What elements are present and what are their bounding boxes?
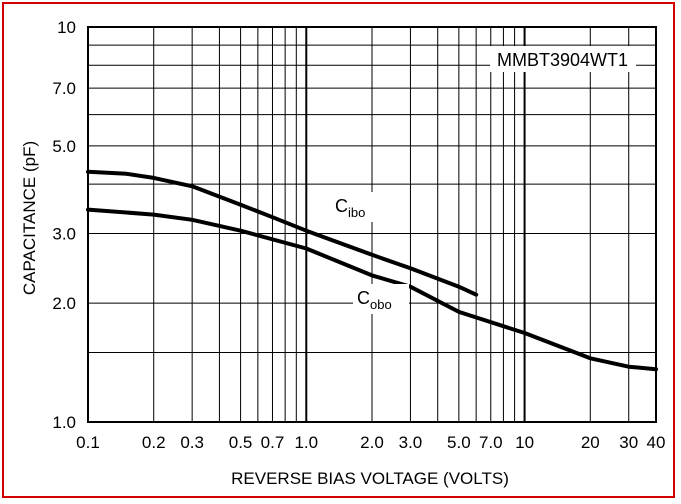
- x-tick-label-11: 20: [581, 433, 600, 452]
- x-tick-label-3: 0.5: [229, 433, 253, 452]
- x-tick-label-5: 1.0: [294, 433, 318, 452]
- annotation-background: [490, 46, 636, 72]
- x-tick-label-7: 3.0: [399, 433, 423, 452]
- x-tick-label-10: 10: [515, 433, 534, 452]
- x-tick-label-8: 5.0: [447, 433, 471, 452]
- y-axis-label: CAPACITANCE (pF): [20, 141, 39, 295]
- series-line-cobo: [86, 207, 658, 372]
- x-tick-label-6: 2.0: [360, 433, 384, 452]
- series-label-cobo: Cobo: [357, 288, 392, 312]
- series-line-cibo: [86, 169, 479, 297]
- x-tick-label-0: 0.1: [76, 433, 100, 452]
- y-tick-label-5: 10: [57, 18, 76, 37]
- series-label-bg-0: [331, 192, 387, 222]
- plot-area-border: [87, 26, 657, 423]
- x-axis-label: REVERSE BIAS VOLTAGE (VOLTS): [231, 469, 509, 488]
- x-tick-label-4: 0.7: [261, 433, 285, 452]
- y-tick-label-3: 5.0: [52, 137, 76, 156]
- y-tick-label-4: 7.0: [52, 79, 76, 98]
- grid-lines: [87, 26, 657, 423]
- x-tick-label-1: 0.2: [142, 433, 166, 452]
- x-tick-label-9: 7.0: [479, 433, 503, 452]
- image-frame: [2, 2, 675, 498]
- y-tick-label-1: 2.0: [52, 294, 76, 313]
- series-label-cibo: Cibo: [335, 196, 365, 220]
- device-annotation: MMBT3904WT1: [490, 46, 636, 72]
- x-tick-label-2: 0.3: [180, 433, 204, 452]
- series-lines: [86, 169, 658, 372]
- x-tick-labels: 0.1 0.2 0.3 0.5 0.7 1.0 2.0 3.0 5.0 7.0 10 20 30 40: [76, 433, 665, 452]
- series-label-bg-1: [353, 284, 409, 314]
- x-tick-label-13: 40: [647, 433, 666, 452]
- y-tick-label-2: 3.0: [52, 225, 76, 244]
- x-tick-label-12: 30: [619, 433, 638, 452]
- device-label: MMBT3904WT1: [497, 50, 628, 70]
- series-labels: Cibo Cobo: [331, 192, 409, 314]
- y-tick-labels: 1.0 2.0 3.0 5.0 7.0 10: [52, 18, 76, 432]
- y-tick-label-0: 1.0: [52, 413, 76, 432]
